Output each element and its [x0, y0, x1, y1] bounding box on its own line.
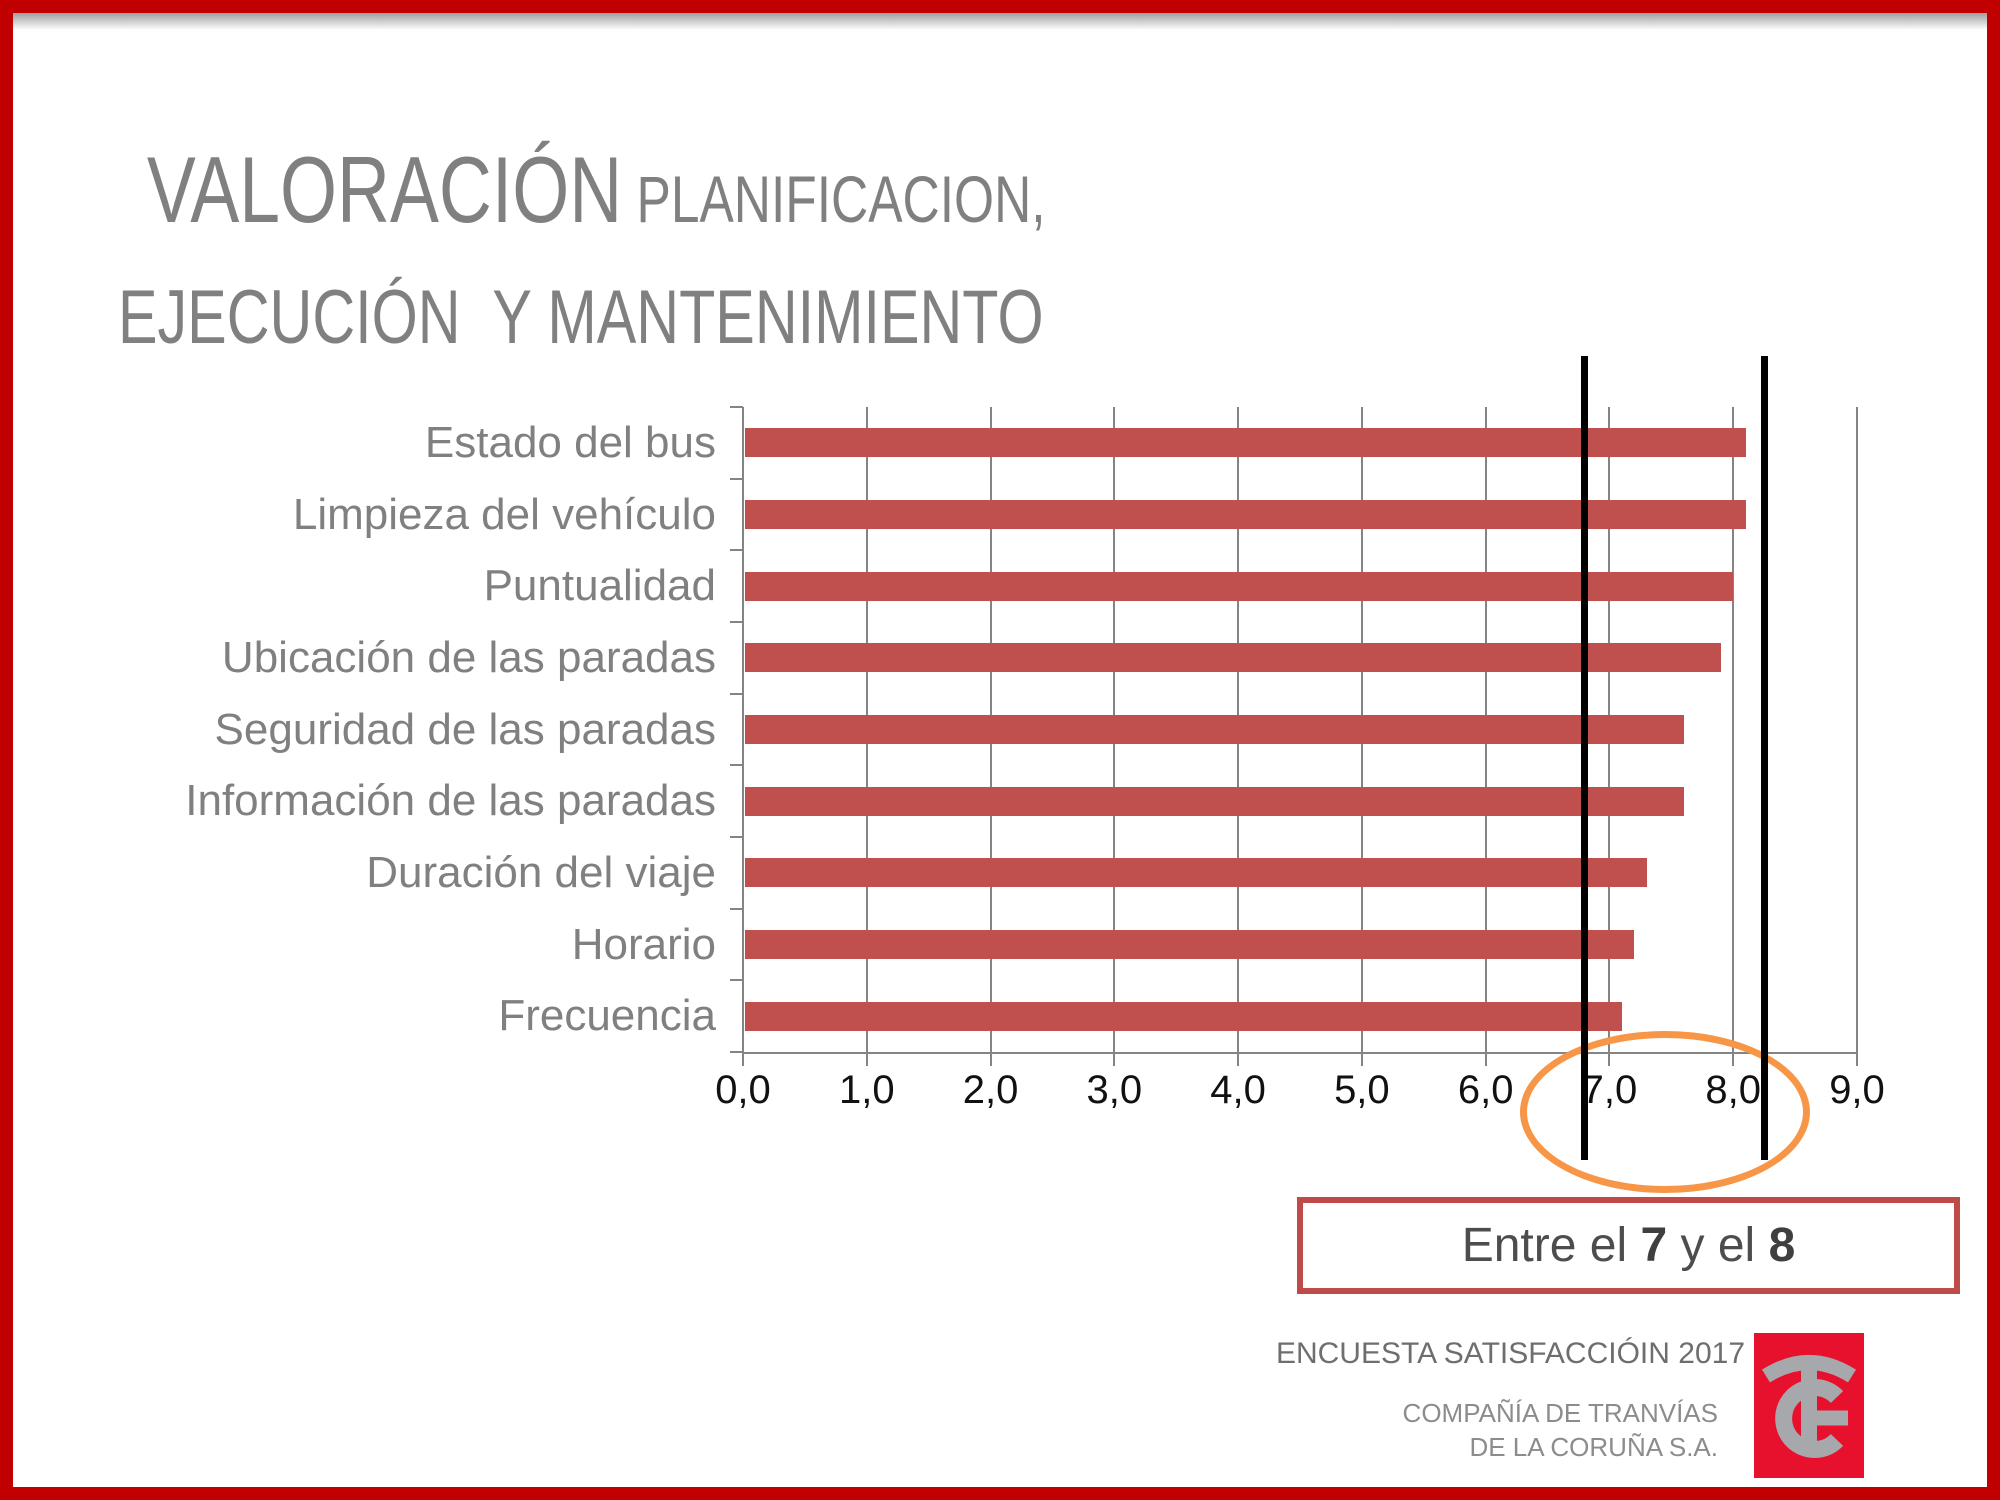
bar [745, 571, 1734, 601]
bar [745, 715, 1684, 744]
gridline [1856, 407, 1858, 1052]
x-axis-tick [1484, 1052, 1487, 1066]
category-label: Ubicación de las paradas [221, 633, 716, 682]
x-axis-tick-label: 3,0 [1086, 1068, 1143, 1112]
footer-company-line-2: DE LA CORUÑA S.A. [1469, 1432, 1718, 1462]
callout-middle: y el [1667, 1219, 1769, 1272]
y-axis-tick [730, 836, 743, 838]
category-label: Frecuencia [498, 991, 716, 1041]
y-axis-tick [730, 979, 743, 982]
x-axis-tick [1237, 1052, 1240, 1066]
annotation-vline [1581, 356, 1589, 1160]
bar [745, 930, 1635, 959]
callout-prefix: Entre el [1461, 1219, 1641, 1272]
y-axis-tick [730, 1051, 743, 1053]
annotation-ellipse [1520, 1031, 1811, 1193]
x-axis-tick-label: 2,0 [962, 1068, 1019, 1112]
category-label: Información de las paradas [185, 776, 716, 826]
x-axis-tick [989, 1052, 992, 1066]
title-line-2: EJECUCIÓN Y MANTENIMIENTO [118, 275, 1044, 361]
x-axis-tick-label: 9,0 [1829, 1068, 1885, 1112]
callout-box: Entre el 7 y el 8 [1297, 1197, 1960, 1294]
footer-survey-title: ENCUESTA SATISFACCIÓIN 2017 [1275, 1337, 1745, 1370]
bar [745, 643, 1721, 673]
slide-title: VALORACIÓN PLANIFICACION, EJECUCIÓN Y MA… [118, 108, 1046, 391]
y-axis-tick [730, 692, 743, 695]
x-axis-tick-label: 4,0 [1210, 1068, 1266, 1112]
bar [745, 786, 1684, 816]
category-label: Puntualidad [483, 561, 716, 611]
footer-company-line-1: COMPAÑÍA DE TRANVÍAS [1402, 1398, 1718, 1428]
bar [745, 1001, 1622, 1031]
gridline [1732, 407, 1735, 1052]
title-word-valoracion: VALORACIÓN [146, 137, 623, 243]
y-axis-tick [730, 549, 743, 552]
callout-value-7: 7 [1640, 1219, 1668, 1272]
y-axis-tick [730, 764, 743, 767]
x-axis-tick [865, 1052, 868, 1066]
tranvias-logo-icon [1754, 1333, 1864, 1478]
category-label: Duración del viaje [366, 848, 716, 897]
title-word-planificacion: PLANIFICACION, [622, 162, 1046, 237]
y-axis-tick [730, 477, 743, 480]
x-axis-tick-label: 0,0 [715, 1068, 771, 1112]
plot-area [742, 407, 1858, 1052]
x-axis-tick [1113, 1052, 1116, 1066]
y-axis-tick [730, 907, 743, 910]
x-axis-tick-label: 5,0 [1334, 1068, 1390, 1112]
y-axis-tick [730, 406, 743, 408]
x-axis-tick [1360, 1052, 1363, 1066]
x-axis-tick [1856, 1052, 1858, 1066]
category-label: Estado del bus [424, 418, 716, 467]
x-axis-tick-label: 6,0 [1457, 1068, 1514, 1112]
category-label: Horario [571, 919, 716, 969]
bar [745, 428, 1746, 458]
company-logo [1754, 1333, 1864, 1478]
y-axis-tick [730, 621, 743, 623]
x-axis-line [742, 1052, 1858, 1054]
gridline [742, 407, 744, 1052]
callout-text: Entre el 7 y el 8 [1462, 1218, 1796, 1273]
bar [745, 858, 1647, 888]
category-label: Limpieza del vehículo [292, 489, 716, 539]
top-inner-shadow [13, 13, 1987, 30]
annotation-vline [1760, 356, 1768, 1160]
x-axis-tick [742, 1052, 744, 1066]
title-line-1: VALORACIÓN PLANIFICACION, [147, 141, 1046, 239]
callout-value-8: 8 [1768, 1219, 1796, 1272]
category-label: Seguridad de las paradas [214, 704, 716, 754]
bar [745, 500, 1746, 529]
x-axis-tick-label: 1,0 [838, 1068, 895, 1112]
